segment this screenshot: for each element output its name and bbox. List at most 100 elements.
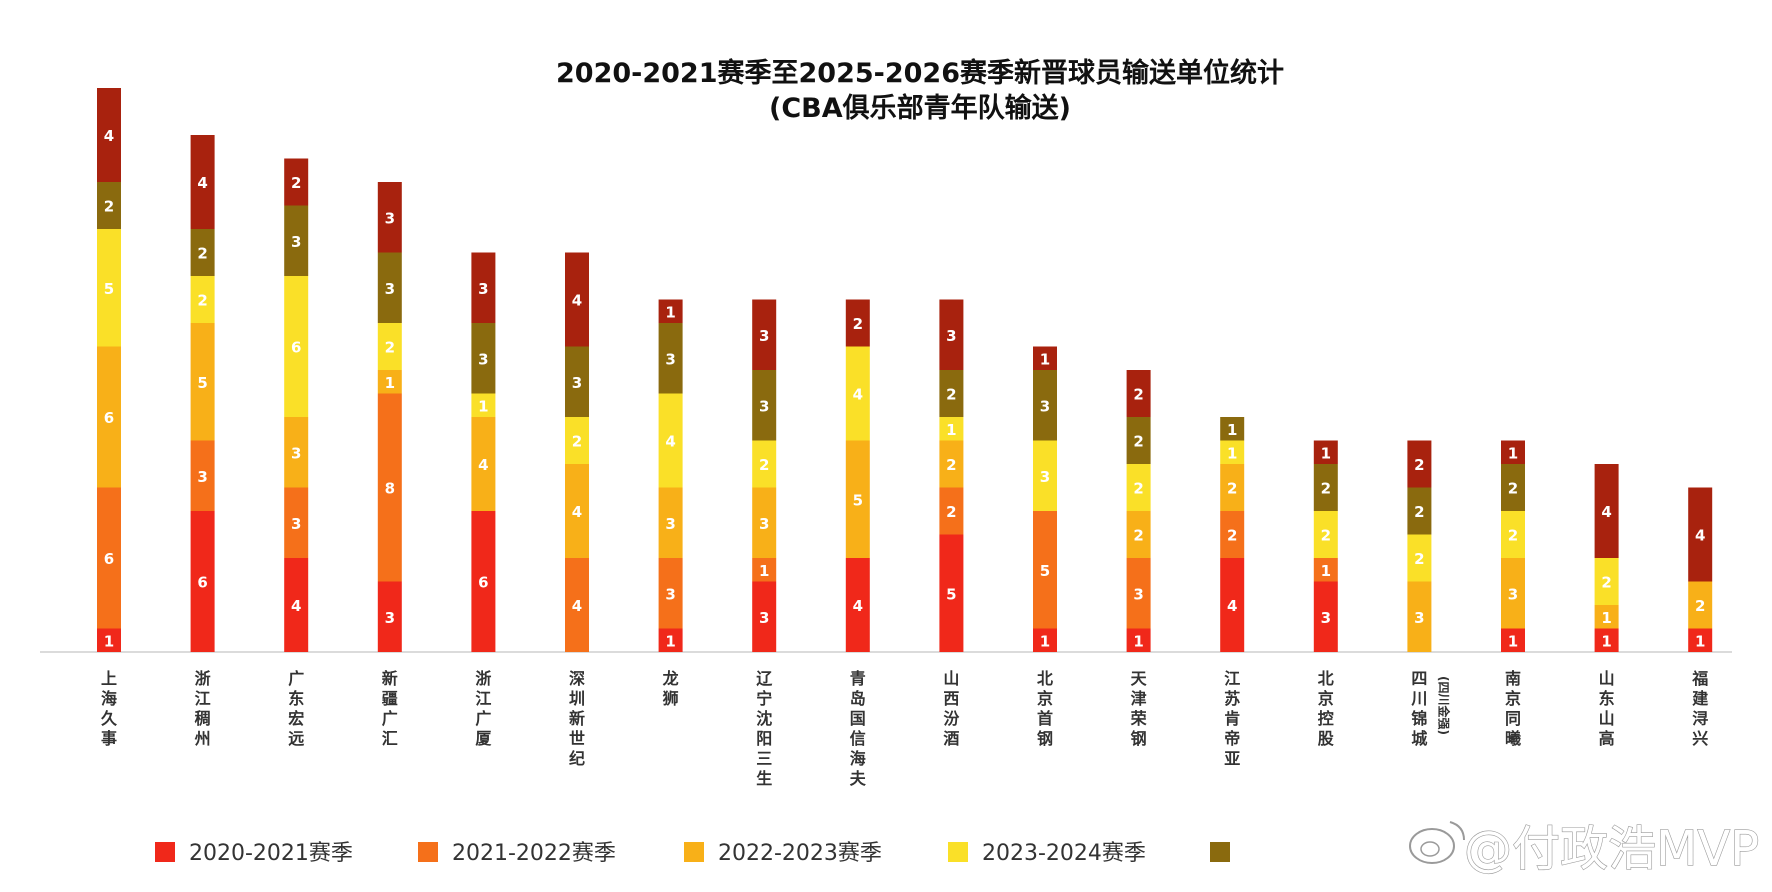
bar-segment	[845, 558, 870, 652]
bar-segment	[284, 205, 309, 276]
data-label: 3	[759, 609, 769, 627]
bar-segment	[1501, 511, 1525, 558]
bar-segment	[1220, 511, 1245, 558]
data-label: 2	[1695, 597, 1705, 615]
bar-segment	[1594, 605, 1619, 629]
bar-segment	[1313, 511, 1338, 558]
bar-segment	[471, 252, 496, 323]
bar-segment	[658, 323, 683, 394]
bar-segment	[752, 299, 777, 370]
data-label: 3	[759, 397, 769, 415]
data-label: 2	[1414, 503, 1424, 521]
data-label: 2	[759, 456, 769, 474]
data-label: 2	[946, 503, 956, 521]
data-label: 2	[385, 339, 395, 357]
legend: 2020-2021赛季 2021-2022赛季 2022-2023赛季 2023-20…	[155, 841, 1230, 866]
bar-segment	[1407, 487, 1432, 535]
data-label: 3	[946, 327, 956, 345]
bar-segment	[284, 158, 309, 206]
category-label: 浙江稠州	[194, 669, 211, 748]
data-label: 1	[665, 303, 675, 321]
data-label: 4	[572, 597, 582, 615]
category-label: 青岛国信海夫	[850, 669, 867, 788]
data-label: 2	[946, 386, 956, 404]
bar-segment	[97, 487, 121, 629]
bar-segment	[97, 229, 121, 347]
bar-segment	[1313, 464, 1338, 511]
category-label: 深圳新世纪	[569, 669, 585, 768]
data-label: 1	[946, 421, 956, 439]
bar-segment	[845, 299, 870, 347]
bar-segment	[1033, 511, 1057, 629]
bar-segment	[377, 581, 402, 652]
bar-segment	[190, 323, 215, 441]
bar-segment	[377, 323, 402, 370]
bar-segment	[1407, 440, 1432, 488]
data-label: 3	[759, 327, 769, 345]
legend-swatch	[155, 842, 175, 862]
chart-subtitle: (CBA俱乐部青年队输送)	[769, 92, 1071, 124]
data-label: 3	[665, 585, 675, 603]
data-label: 4	[572, 292, 582, 310]
data-label: 2	[1508, 527, 1518, 545]
data-label: 2	[1414, 456, 1424, 474]
bar-segment	[752, 581, 777, 652]
data-label: 3	[665, 350, 675, 368]
data-label: 1	[385, 374, 395, 392]
bar-segment	[377, 393, 402, 582]
bars-layer: 1 6 6 5 2 4 6 3 5 2 2 4 4 3 3 6 3 2 3 8 1 2 3 3 6 4 1 3 3 4 4 2 3 4 1 3 3 4 3 1…	[97, 88, 1713, 652]
data-label: 4	[572, 503, 582, 521]
bar-segment	[190, 511, 215, 652]
data-label: 3	[1414, 609, 1424, 627]
data-label: 3	[478, 280, 488, 298]
bar-segment	[97, 628, 121, 652]
watermark-text: @付政浩MVP	[1464, 821, 1759, 877]
category-label: 山西汾酒	[943, 669, 959, 748]
legend-swatch	[1210, 842, 1230, 862]
bar-segment	[845, 440, 870, 558]
legend-swatch	[418, 842, 438, 862]
data-label: 6	[197, 574, 207, 592]
bar-segment	[1126, 370, 1151, 417]
bar-segment	[1594, 558, 1619, 605]
data-label: 4	[853, 386, 863, 404]
bar-segment	[190, 440, 215, 511]
data-label: 3	[759, 515, 769, 533]
data-label: 1	[1321, 562, 1331, 580]
bar-segment	[1033, 346, 1057, 370]
category-label: 天津荣钢	[1130, 669, 1148, 748]
bar-segment	[565, 346, 589, 417]
data-label: 1	[1227, 421, 1237, 439]
data-label: 2	[1321, 480, 1331, 498]
data-label: 6	[104, 550, 114, 568]
data-label: 4	[291, 597, 301, 615]
bar-segment	[1220, 558, 1245, 652]
bar-segment	[1688, 487, 1713, 582]
data-label: 4	[1227, 597, 1237, 615]
data-label: 2	[572, 433, 582, 451]
category-label: 辽宁沈阳三生	[756, 669, 773, 788]
legend-label: 2023-2024赛季	[982, 841, 1146, 866]
legend-label: 2020-2021赛季	[189, 841, 353, 866]
data-label: 5	[197, 374, 207, 392]
bar-segment	[1126, 417, 1151, 464]
bar-segment	[939, 370, 964, 417]
category-label: 福建浔兴	[1691, 669, 1708, 748]
data-label: 3	[291, 515, 301, 533]
bar-segment	[97, 88, 121, 182]
data-label: 1	[104, 632, 114, 650]
bar-segment	[1033, 628, 1057, 652]
category-label: 南京同曦	[1505, 669, 1521, 748]
data-label: 3	[572, 374, 582, 392]
bar-segment	[939, 487, 964, 535]
legend-swatch	[948, 842, 968, 862]
data-label: 3	[1321, 609, 1331, 627]
bar-segment	[1126, 628, 1151, 652]
bar-segment	[1501, 440, 1525, 464]
data-label: 4	[665, 433, 675, 451]
category-label: 山东山高	[1599, 669, 1615, 748]
data-label: 3	[385, 209, 395, 227]
data-label: 3	[385, 609, 395, 627]
data-label: 2	[1133, 433, 1143, 451]
category-label: 浙江广厦	[475, 669, 492, 748]
